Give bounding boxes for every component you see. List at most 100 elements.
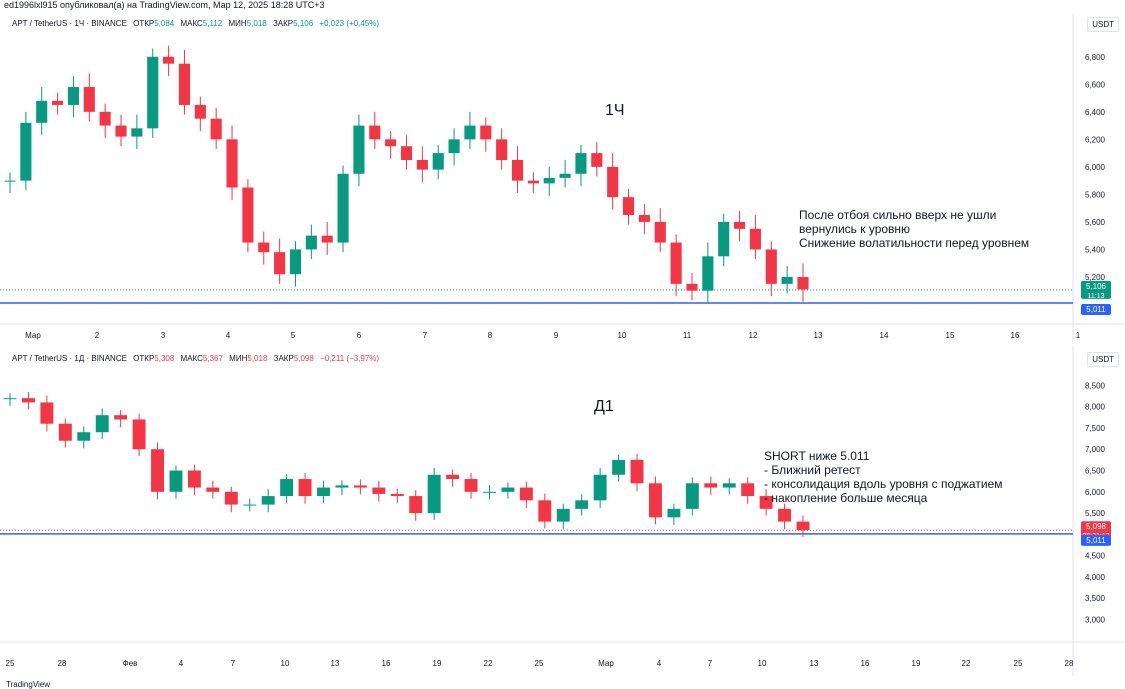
x-tick-label: 22	[962, 659, 971, 668]
candle-body	[132, 419, 146, 450]
candle-body	[685, 483, 699, 509]
x-tick-label: 15	[946, 331, 955, 340]
candle-body	[40, 402, 54, 424]
chart-1h-svg[interactable]: 6,800 6,600 6,400 6,200 6,000 5,800 5,600 5,400…	[0, 14, 1125, 344]
candle-body	[501, 487, 515, 492]
candle-body	[206, 487, 220, 492]
open-value: 5,084	[154, 19, 175, 28]
low-label: МИН	[229, 354, 248, 363]
candle-body	[416, 159, 428, 170]
y-tick-label: 7,000	[1085, 445, 1106, 454]
candle-body	[210, 118, 222, 140]
candle-body	[722, 483, 736, 488]
chart-pane-1d[interactable]: APT / TetherUS · 1Д · BINANCE ОТКР5,308 …	[0, 346, 1125, 676]
candle-body	[151, 449, 164, 492]
chart-pane-1h[interactable]: APT / TetherUS · 1Ч · BINANCE ОТКР5,084 …	[0, 14, 1125, 344]
x-tick-label: 13	[331, 659, 340, 668]
candle-body	[759, 496, 773, 509]
candle-body	[337, 173, 349, 243]
candle-body	[519, 487, 533, 501]
candle-body	[67, 87, 79, 105]
high-value: 5,112	[202, 19, 223, 28]
candle-body	[480, 125, 492, 140]
candle-body	[649, 483, 662, 518]
candle-body	[741, 483, 755, 497]
candle-body	[36, 100, 48, 123]
x-tick-label: 25	[1014, 659, 1023, 668]
x-tick-label: 2	[95, 331, 100, 340]
x-tick-label: 7	[708, 659, 713, 668]
candle-body	[718, 221, 730, 257]
currency-unit-button[interactable]: USDT	[1087, 352, 1119, 367]
x-tick-label: 11	[683, 331, 692, 340]
high-label: МАКС	[180, 19, 203, 28]
y-tick-label: 3,500	[1085, 594, 1106, 603]
candle-body	[527, 180, 539, 184]
candle-body	[289, 249, 302, 275]
x-tick-label: 1	[1076, 331, 1081, 340]
tradingview-logo[interactable]: TradingView	[6, 680, 51, 689]
close-label: ЗАКР	[272, 19, 294, 28]
candle-body	[702, 256, 714, 291]
candle-body	[353, 125, 365, 174]
candle-body	[654, 221, 666, 243]
candle-body	[612, 459, 626, 475]
candle-body	[178, 63, 191, 105]
candle-body	[781, 276, 793, 284]
level-price-value: 5,011	[1086, 536, 1106, 545]
candle-body	[369, 125, 381, 140]
timeframe-label: 1Ч	[605, 102, 625, 119]
candle-body	[464, 479, 478, 492]
candle-body	[575, 153, 587, 174]
candle-body	[335, 485, 349, 488]
candle-body	[543, 177, 555, 184]
publish-line: ed1996lxl915 опубликовал(а) на TradingVi…	[4, 0, 325, 10]
candle-body	[622, 197, 635, 216]
x-tick-label: 8	[488, 331, 493, 340]
candle-body	[187, 470, 201, 488]
y-tick-label: 4,000	[1085, 573, 1106, 582]
y-tick-label: 4,500	[1085, 552, 1106, 561]
candle-body	[591, 153, 603, 167]
y-tick-label: 6,800	[1085, 53, 1106, 62]
x-tick-label: 16	[861, 659, 870, 668]
x-tick-label: 16	[1011, 331, 1020, 340]
y-tick-label: 6,000	[1085, 488, 1106, 497]
candle-body	[321, 235, 333, 243]
annotation-line: вернулись к уровню	[799, 222, 911, 236]
candle-body	[280, 479, 294, 497]
candle-body	[704, 483, 718, 488]
x-tick-label: 13	[810, 659, 819, 668]
x-tick-label: 4	[226, 331, 231, 340]
x-tick-label: 10	[618, 331, 627, 340]
x-tick-label: 7	[423, 331, 428, 340]
candle-body	[163, 56, 175, 64]
x-tick-label: 14	[880, 331, 889, 340]
candle-body	[446, 474, 460, 480]
currency-unit-button[interactable]: USDT	[1087, 17, 1119, 32]
candle-body	[448, 139, 460, 154]
candle-body	[538, 500, 552, 522]
candle-body	[83, 87, 95, 112]
candle-body	[77, 432, 91, 441]
pane-legend: APT / TetherUS · 1Д · BINANCE ОТКР5,308 …	[12, 354, 383, 363]
level-price-tag: 5,011	[1081, 534, 1111, 546]
candle-body	[630, 459, 644, 484]
candle-body	[483, 491, 496, 493]
close-value: 5,106	[293, 19, 314, 28]
candle-body	[4, 180, 16, 182]
annotation-line: Снижение волатильности перед уровнем	[799, 236, 1030, 250]
candle-body	[305, 235, 317, 250]
candle-body	[797, 276, 809, 290]
y-tick-label: 6,600	[1085, 80, 1106, 89]
low-value: 5,018	[246, 19, 267, 28]
candle-body	[464, 125, 476, 140]
y-tick-label: 6,400	[1085, 108, 1106, 117]
x-tick-label: 10	[758, 659, 767, 668]
close-value: 5,098	[293, 354, 314, 363]
chart-1d-svg[interactable]: 8,5008,0007,5007,0006,5006,0005,5005,000…	[0, 346, 1125, 676]
change-value: +0,023 (+0,45%)	[319, 19, 380, 28]
symbol-label: APT / TetherUS · 1Д · BINANCE	[12, 354, 127, 363]
candle-body	[95, 415, 109, 433]
x-tick-label: 19	[433, 659, 442, 668]
